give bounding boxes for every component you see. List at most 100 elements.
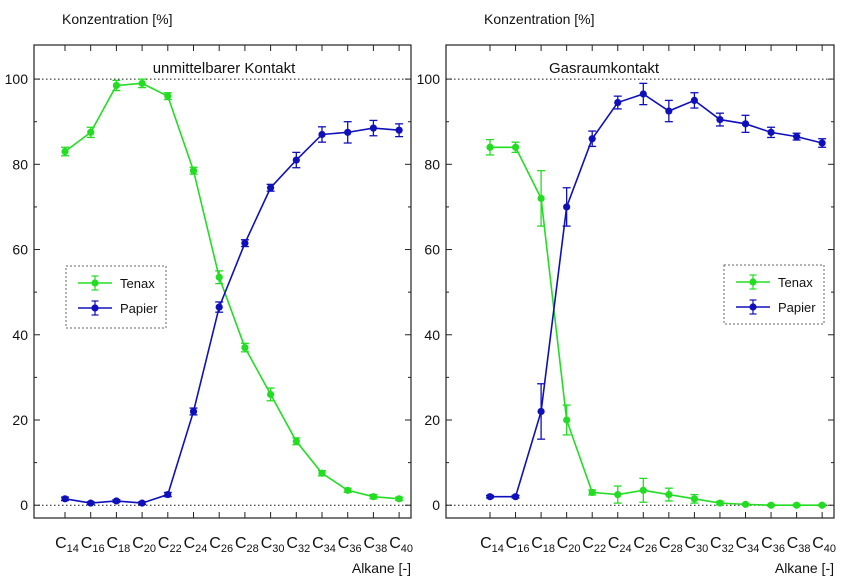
data-point (639, 486, 647, 494)
y-tick-label: 100 (417, 71, 441, 87)
data-point (511, 493, 520, 501)
x-tick-label: C24 (184, 535, 208, 555)
data-point (344, 128, 352, 136)
data-point (486, 143, 494, 151)
x-tick-label: C38 (363, 535, 387, 555)
x-tick-label: C30 (684, 535, 708, 555)
data-point (588, 135, 596, 143)
legend-marker (749, 278, 757, 286)
x-tick-label: C34 (312, 535, 336, 555)
y-tick-label: 0 (20, 497, 28, 513)
chart-title: unmittelbarer Kontakt (153, 60, 296, 77)
data-point (267, 184, 275, 192)
x-tick-label: C14 (480, 535, 504, 555)
y-tick-label: 80 (12, 156, 28, 172)
series-tenax (61, 78, 404, 503)
legend-marker (91, 304, 99, 312)
data-point (215, 273, 223, 281)
x-tick-label: C26 (633, 535, 657, 555)
data-point (741, 120, 750, 128)
legend-marker (749, 303, 757, 311)
data-point (818, 501, 826, 509)
data-point (639, 90, 647, 98)
chart-title: Gasraumkontakt (549, 60, 660, 77)
data-point (716, 499, 724, 507)
data-point (395, 495, 403, 503)
data-point (138, 79, 146, 87)
data-point (563, 416, 571, 424)
series-tenax (486, 138, 827, 509)
data-point (563, 203, 571, 211)
x-tick-label: C36 (338, 535, 362, 555)
x-tick-label: C16 (81, 535, 105, 555)
data-point (716, 115, 724, 124)
data-point (793, 133, 801, 141)
x-tick-label: C30 (261, 535, 285, 555)
y-tick-label: 20 (12, 412, 28, 428)
data-point (215, 303, 223, 311)
data-point (189, 167, 198, 175)
data-point (767, 501, 775, 509)
data-point (690, 495, 699, 503)
y-axis-label: Konzentration [%] (484, 11, 595, 27)
legend: Tenax Papier (65, 265, 167, 329)
data-point (87, 499, 95, 507)
legend-marker (91, 279, 99, 287)
data-point (189, 407, 198, 416)
x-tick-label: C14 (55, 535, 79, 555)
data-point (61, 147, 69, 156)
data-point (741, 500, 750, 508)
data-point (344, 486, 352, 494)
data-point (665, 107, 673, 115)
x-tick-label: C32 (286, 535, 310, 555)
series-line-tenax (490, 146, 823, 507)
data-point (767, 128, 775, 136)
data-point (486, 493, 494, 501)
x-tick-label: C28 (659, 535, 683, 555)
x-tick-label: C32 (710, 535, 734, 555)
x-tick-label: C34 (736, 535, 760, 555)
x-tick-label: C38 (787, 535, 811, 555)
x-tick-label: C40 (812, 535, 836, 555)
x-tick-label: C16 (506, 535, 530, 555)
x-tick-label: C40 (389, 535, 413, 555)
x-tick-label: C22 (158, 535, 182, 555)
x-axis-label: Alkane [-] (775, 560, 834, 576)
x-tick-label: C18 (106, 535, 130, 555)
data-point (537, 194, 545, 203)
data-point (87, 128, 95, 136)
series-line-tenax (64, 82, 400, 500)
series-line-papier (490, 93, 823, 498)
data-point (395, 126, 403, 134)
legend-box (65, 265, 167, 329)
data-point (241, 343, 249, 352)
data-point (614, 490, 622, 499)
data-point (241, 239, 249, 247)
legend-label: Papier (778, 300, 816, 315)
plot-frame (33, 44, 412, 519)
data-point (292, 156, 300, 164)
y-tick-label: 80 (424, 156, 440, 172)
data-point (112, 81, 120, 90)
data-point (112, 497, 120, 505)
data-point (138, 499, 146, 507)
data-point (369, 124, 377, 132)
data-point (588, 488, 596, 497)
data-point (369, 493, 377, 501)
legend: Tenax Papier (723, 264, 825, 325)
data-point (818, 139, 826, 147)
data-point (267, 390, 275, 399)
x-tick-label: C22 (582, 535, 606, 555)
y-tick-label: 0 (432, 497, 440, 513)
y-tick-label: 60 (424, 242, 440, 258)
legend-label: Papier (120, 301, 158, 316)
data-point (318, 130, 326, 139)
x-tick-label: C18 (531, 535, 555, 555)
legend-label: Tenax (120, 276, 155, 291)
data-point (164, 490, 172, 499)
y-tick-label: 60 (12, 242, 28, 258)
plot-frame (445, 44, 835, 519)
